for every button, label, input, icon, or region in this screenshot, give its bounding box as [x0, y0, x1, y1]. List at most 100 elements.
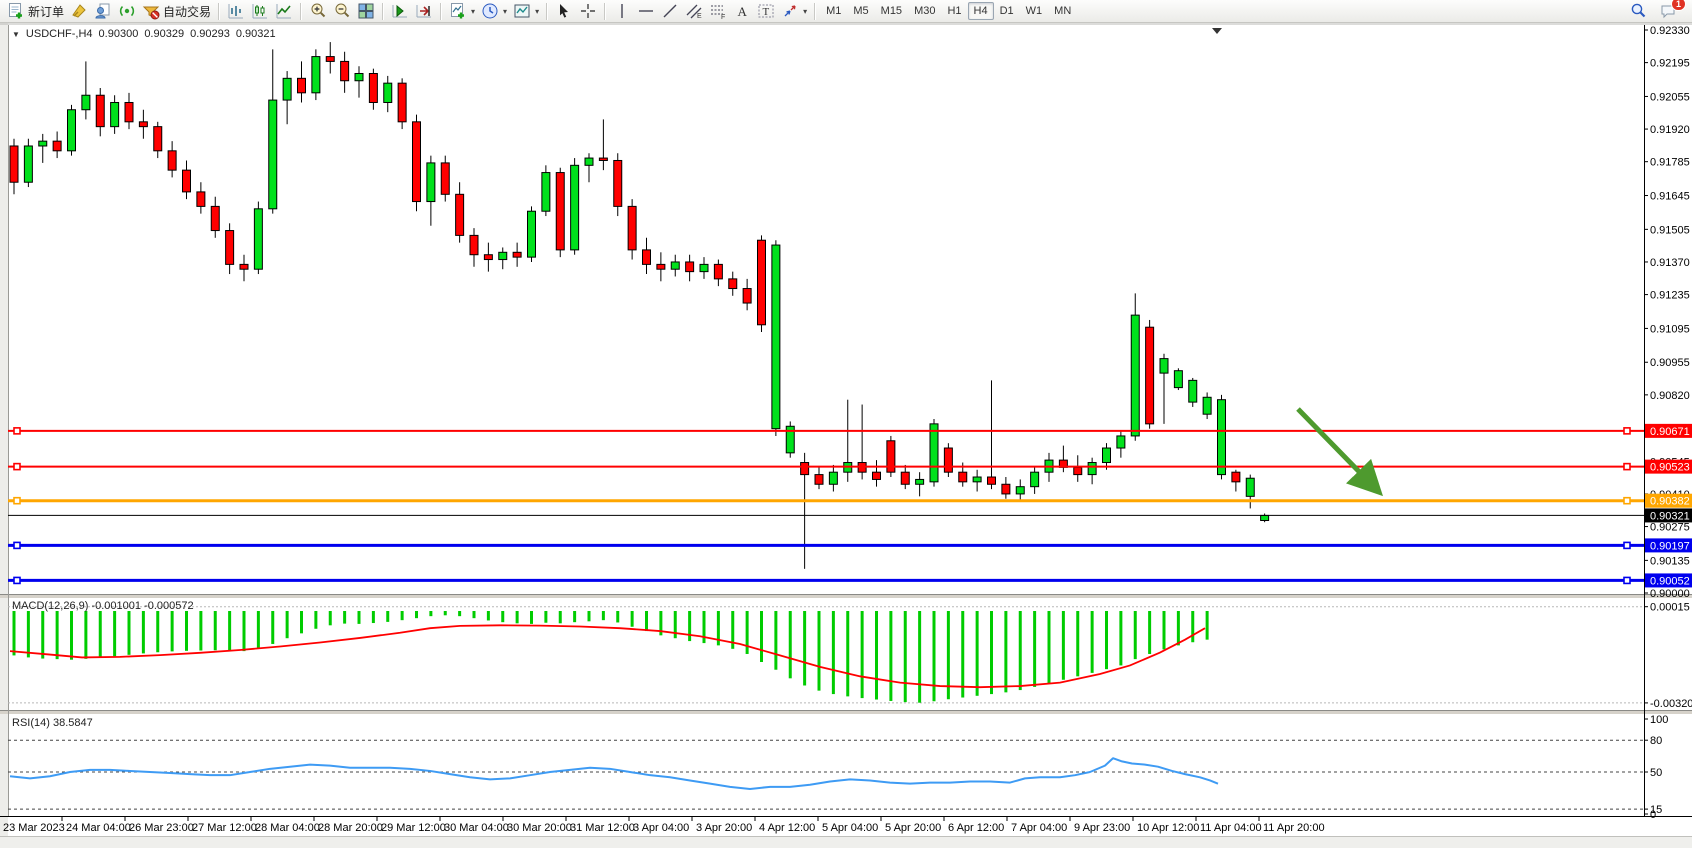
- autotrade-button[interactable]: 自动交易: [139, 1, 214, 21]
- line-handle[interactable]: [13, 576, 21, 585]
- line-handle[interactable]: [13, 427, 21, 435]
- separator-macd-rsi[interactable]: [0, 710, 1692, 714]
- timeframe-MN[interactable]: MN: [1054, 5, 1072, 17]
- candle-bear: [469, 234, 479, 256]
- line-chart-icon: [276, 4, 292, 19]
- text-tool-button[interactable]: A: [730, 1, 754, 21]
- chart-line-button[interactable]: [272, 1, 296, 21]
- candle-bull: [426, 162, 436, 203]
- profile-button[interactable]: [91, 1, 115, 21]
- chart-autoscroll-button[interactable]: [388, 1, 412, 21]
- timeframe-M15[interactable]: M15: [880, 5, 903, 17]
- chart-shift-button[interactable]: [412, 1, 436, 21]
- macd-histogram-bar: [688, 611, 692, 642]
- line-handle[interactable]: [1623, 541, 1631, 550]
- ohlc-close: 0.90321: [235, 28, 276, 40]
- macd-histogram-bar: [1090, 611, 1094, 673]
- horizontal-line-icon: [639, 10, 654, 12]
- time-tick-label: 3 Apr 04:00: [633, 822, 689, 834]
- macd-histogram-bar: [760, 611, 763, 662]
- macd-histogram-bar: [1119, 611, 1123, 666]
- crosshair-tool-button[interactable]: [576, 1, 600, 21]
- macd-axis-label: -0.003208: [1650, 698, 1692, 710]
- macd-histogram-bar: [587, 611, 591, 622]
- templates-button[interactable]: ▾: [510, 1, 542, 21]
- timeframe-M1[interactable]: M1: [826, 5, 842, 17]
- candle-bull: [785, 425, 795, 454]
- channel-tool-button[interactable]: E: [682, 1, 706, 21]
- notifications-button[interactable]: 1: [1656, 0, 1686, 21]
- candlestick-chart-icon: [252, 4, 268, 19]
- timeframe-H1[interactable]: H1: [947, 5, 962, 17]
- line-handle[interactable]: [13, 496, 21, 505]
- trendline-tool-button[interactable]: [658, 1, 682, 21]
- toolbar-separator: [814, 2, 817, 20]
- chart-candles-button[interactable]: [248, 1, 272, 21]
- candle-bear: [555, 172, 565, 251]
- macd-histogram-bar: [213, 611, 217, 651]
- candle-bull: [67, 109, 76, 152]
- price-tick-label: 0.90275: [1650, 522, 1690, 534]
- separator-main-macd[interactable]: [0, 594, 1692, 598]
- line-handle[interactable]: [1623, 462, 1631, 471]
- candle-bear: [340, 60, 350, 82]
- hline-tool-button[interactable]: [634, 1, 658, 21]
- candle-bull: [253, 208, 263, 270]
- line-handle[interactable]: [1623, 496, 1631, 505]
- macd-histogram-bar: [975, 611, 979, 696]
- signal-button[interactable]: [115, 1, 139, 21]
- macd-histogram-bar: [328, 611, 332, 626]
- chart-bars-button[interactable]: [224, 1, 248, 21]
- macd-histogram-bar: [731, 611, 735, 649]
- ohlc-high: 0.90329: [144, 28, 185, 40]
- main-toolbar: 新订单: [0, 0, 1692, 23]
- line-handle[interactable]: [1623, 427, 1631, 435]
- annotation-arrow[interactable]: [1296, 407, 1383, 497]
- zoom-out-button[interactable]: [330, 1, 354, 21]
- level-box: [1645, 459, 1692, 474]
- indicators-button[interactable]: ▾: [446, 1, 478, 21]
- timeframe-W1[interactable]: W1: [1025, 5, 1043, 17]
- candle-bull: [1217, 399, 1226, 476]
- macd-histogram-bar: [314, 611, 318, 629]
- tile-windows-button[interactable]: [354, 1, 378, 21]
- cursor-icon: [560, 4, 569, 18]
- fibonacci-tool-button[interactable]: F: [706, 1, 730, 21]
- level-box: [1645, 573, 1692, 588]
- search-button[interactable]: [1626, 1, 1650, 21]
- timeframe-M30[interactable]: M30: [914, 5, 936, 17]
- line-handle[interactable]: [1623, 576, 1631, 585]
- line-handle[interactable]: [13, 541, 21, 550]
- candle-bull: [570, 164, 580, 251]
- quill-icon: [72, 4, 86, 18]
- timeframe-M5[interactable]: M5: [853, 5, 869, 17]
- level-box-label: 0.90052: [1650, 575, 1690, 587]
- candle-bull: [1188, 379, 1198, 403]
- line-handle[interactable]: [13, 462, 21, 471]
- timeframe-D1[interactable]: D1: [999, 5, 1014, 17]
- arrows-tool-button[interactable]: ▾: [778, 1, 810, 21]
- time-tick-label: 9 Apr 23:00: [1074, 822, 1130, 834]
- template-icon: [514, 4, 530, 18]
- macd-histogram-bar: [745, 611, 749, 654]
- periods-button[interactable]: ▾: [478, 1, 510, 21]
- timeframe-H4[interactable]: H4: [967, 2, 994, 20]
- macd-histogram-bar: [242, 611, 246, 652]
- candle-bear: [210, 205, 220, 232]
- chart-expand-toggle[interactable]: ▼: [12, 29, 20, 39]
- cursor-tool-button[interactable]: [552, 1, 576, 21]
- price-tick-label: 0.92330: [1650, 25, 1690, 37]
- macd-histogram-bar: [702, 611, 706, 644]
- zoom-in-button[interactable]: [306, 1, 330, 21]
- candle-bull: [771, 244, 781, 430]
- candle-bear: [167, 150, 177, 171]
- quill-button[interactable]: [67, 1, 91, 21]
- level-box-label: 0.90382: [1650, 496, 1690, 508]
- label-tool-button[interactable]: T: [754, 1, 778, 21]
- macd-histogram-bar: [990, 611, 993, 695]
- macd-histogram-bar: [1033, 611, 1037, 687]
- vline-tool-button[interactable]: [610, 1, 634, 21]
- macd-histogram-bar: [472, 611, 476, 619]
- new-order-button[interactable]: 新订单: [4, 1, 67, 21]
